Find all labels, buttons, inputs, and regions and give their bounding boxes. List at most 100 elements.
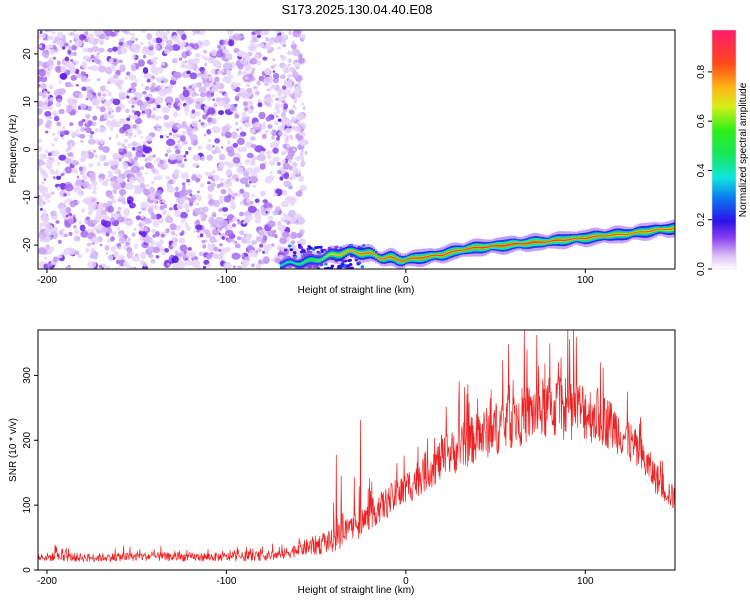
noise-speckle xyxy=(39,30,43,34)
noise-speckle xyxy=(319,245,323,249)
noise-speckle xyxy=(102,146,110,153)
ridge-cell xyxy=(314,259,317,261)
noise-speckle xyxy=(114,30,121,33)
noise-speckle xyxy=(101,227,108,233)
noise-speckle xyxy=(164,216,174,224)
ridge-cell xyxy=(570,238,574,240)
noise-speckle xyxy=(87,261,97,269)
ridge-cell xyxy=(596,235,599,237)
noise-speckle xyxy=(76,73,83,79)
x-tick-label: -200 xyxy=(37,576,57,587)
noise-speckle xyxy=(152,107,157,111)
noise-speckle xyxy=(232,240,236,244)
noise-speckle xyxy=(261,206,265,210)
ridge-cell xyxy=(355,252,358,254)
ridge-cell xyxy=(607,235,610,237)
noise-speckle xyxy=(257,102,263,108)
noise-speckle xyxy=(119,118,123,122)
ridge-cell xyxy=(583,237,586,240)
ridge-cell xyxy=(631,232,634,234)
noise-speckle xyxy=(243,171,250,178)
noise-speckle xyxy=(49,97,54,101)
noise-speckle xyxy=(203,70,208,75)
noise-speckle xyxy=(126,246,133,253)
noise-speckle xyxy=(280,189,288,196)
noise-speckle xyxy=(277,46,281,50)
noise-speckle xyxy=(62,252,67,256)
noise-speckle xyxy=(151,167,156,173)
noise-speckle xyxy=(116,210,120,215)
ridge-cell xyxy=(620,233,623,236)
noise-speckle xyxy=(149,46,154,51)
noise-speckle xyxy=(256,60,261,66)
noise-speckle xyxy=(297,169,302,174)
noise-speckle xyxy=(265,210,268,214)
noise-speckle xyxy=(111,198,117,204)
noise-speckle xyxy=(256,153,266,162)
noise-speckle xyxy=(131,33,136,37)
noise-speckle xyxy=(209,204,213,208)
ridge-cell xyxy=(493,245,496,247)
ridge-cell xyxy=(439,254,442,256)
noise-speckle xyxy=(168,105,172,109)
noise-speckle xyxy=(102,202,108,208)
ridge-cell xyxy=(465,248,468,250)
noise-speckle xyxy=(148,186,156,194)
noise-speckle xyxy=(56,161,60,166)
noise-speckle xyxy=(260,30,266,35)
ridge-cell xyxy=(435,254,438,256)
noise-speckle xyxy=(123,139,129,143)
noise-speckle xyxy=(114,78,124,86)
noise-speckle xyxy=(38,118,44,126)
noise-speckle xyxy=(88,33,94,39)
ridge-cell xyxy=(566,239,569,241)
ridge-cell xyxy=(295,263,298,265)
ridge-cell xyxy=(624,233,627,236)
noise-speckle xyxy=(88,163,94,168)
noise-speckle xyxy=(259,42,265,48)
noise-speckle xyxy=(73,186,82,194)
noise-speckle xyxy=(207,122,212,126)
ridge-cell xyxy=(433,254,436,256)
noise-speckle xyxy=(47,100,54,106)
noise-speckle xyxy=(171,44,181,51)
noise-speckle xyxy=(174,209,182,217)
ridge-cell xyxy=(601,235,604,237)
noise-speckle xyxy=(64,183,74,192)
noise-speckle xyxy=(172,133,179,139)
noise-speckle xyxy=(217,70,222,75)
noise-speckle xyxy=(96,161,101,167)
noise-speckle xyxy=(274,121,278,126)
ridge-cell xyxy=(353,251,356,253)
noise-speckle xyxy=(211,126,221,134)
noise-speckle xyxy=(45,130,49,134)
noise-speckle xyxy=(136,99,143,106)
noise-speckle xyxy=(196,229,200,233)
noise-speckle xyxy=(191,82,197,90)
noise-speckle xyxy=(238,126,243,130)
noise-speckle xyxy=(202,49,208,54)
noise-speckle xyxy=(259,243,264,248)
noise-speckle xyxy=(270,65,276,69)
ridge-cell xyxy=(342,252,345,254)
noise-speckle xyxy=(192,154,201,162)
noise-speckle xyxy=(202,206,209,213)
noise-speckle xyxy=(289,134,293,140)
noise-speckle xyxy=(45,244,51,251)
noise-speckle xyxy=(227,149,235,157)
ridge-cell xyxy=(650,230,653,232)
noise-speckle xyxy=(66,139,76,148)
noise-speckle xyxy=(239,131,247,137)
snr-panel: -200 -100 0 100 0 100 200 300 Height of straig… xyxy=(8,329,676,596)
noise-speckle xyxy=(145,171,148,175)
ridge-cell xyxy=(426,256,429,258)
noise-speckle xyxy=(64,42,69,47)
noise-speckle xyxy=(38,159,45,166)
noise-speckle xyxy=(183,86,186,90)
noise-speckle xyxy=(136,130,143,135)
colorbar-gradient xyxy=(712,30,736,269)
noise-speckle xyxy=(171,58,178,64)
noise-speckle xyxy=(262,56,268,61)
ridge-cell xyxy=(303,261,307,263)
